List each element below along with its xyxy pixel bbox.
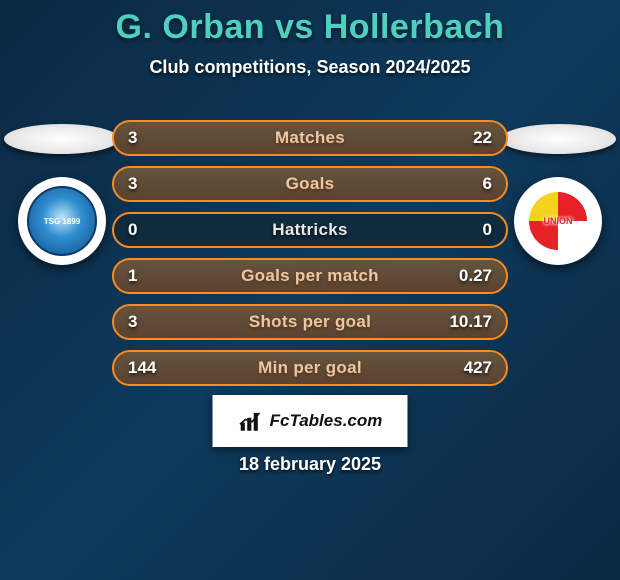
page-title: G. Orban vs Hollerbach [0,0,620,47]
stat-label: Hattricks [114,220,506,240]
date-text: 18 february 2025 [0,454,620,475]
stat-value-right: 0.27 [459,266,492,286]
fctables-mark-icon [238,408,264,434]
stat-value-left: 3 [128,312,137,332]
union-crest-icon: UNION [522,185,594,257]
fctables-logo[interactable]: FcTables.com [213,395,408,447]
stat-fill-right [161,122,506,154]
stat-fill-right [212,352,506,384]
stat-value-right: 0 [483,220,492,240]
stat-row-goals: 3 Goals 6 [112,166,508,202]
stat-value-right: 427 [464,358,492,378]
stat-value-left: 0 [128,220,137,240]
page-subtitle: Club competitions, Season 2024/2025 [0,57,620,78]
stat-row-matches: 3 Matches 22 [112,120,508,156]
team-badge-left: TSG 1899 [18,177,106,265]
player-disc-left [4,124,119,154]
stat-fill-left [114,260,424,292]
stat-row-shots-per-goal: 3 Shots per goal 10.17 [112,304,508,340]
player-disc-right [501,124,616,154]
team-badge-right: UNION [514,177,602,265]
stat-fill-left [114,122,161,154]
crest-right-text: UNION [544,216,573,226]
stat-fill-right [243,168,506,200]
stat-value-left: 3 [128,174,137,194]
stat-row-hattricks: 0 Hattricks 0 [112,212,508,248]
stat-value-right: 10.17 [449,312,492,332]
stat-value-left: 1 [128,266,137,286]
stat-value-right: 6 [483,174,492,194]
stat-value-left: 144 [128,358,156,378]
stats-container: 3 Matches 22 3 Goals 6 0 Hattricks 0 1 G… [112,120,508,396]
hoffenheim-crest-icon: TSG 1899 [27,186,97,256]
crest-left-text: TSG 1899 [44,217,80,226]
fctables-logo-text: FcTables.com [270,411,383,431]
stat-value-right: 22 [473,128,492,148]
stat-value-left: 3 [128,128,137,148]
stat-row-min-per-goal: 144 Min per goal 427 [112,350,508,386]
stat-row-goals-per-match: 1 Goals per match 0.27 [112,258,508,294]
